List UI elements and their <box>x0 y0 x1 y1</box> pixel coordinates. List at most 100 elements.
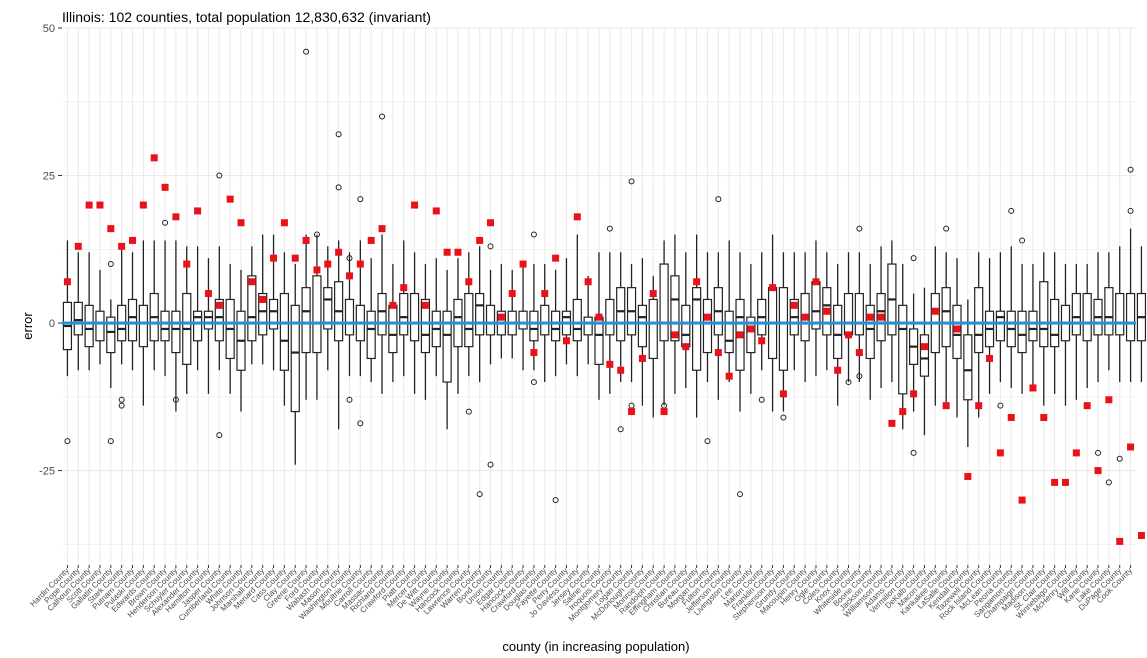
chart-title: Illinois: 102 counties, total population… <box>62 9 431 25</box>
iqr-box <box>518 310 528 330</box>
iqr-box <box>399 292 409 336</box>
observed-error-point <box>476 236 484 244</box>
observed-error-point <box>215 301 223 309</box>
observed-error-point <box>552 254 560 262</box>
observed-error-point <box>302 236 310 244</box>
observed-error-point <box>649 290 657 298</box>
iqr-box <box>214 298 224 342</box>
observed-error-point <box>595 313 603 321</box>
observed-error-point <box>345 272 353 280</box>
county-boxplot <box>1006 246 1016 388</box>
iqr-box <box>409 292 420 342</box>
county-boxplot <box>84 252 94 371</box>
outlier-point <box>476 491 483 498</box>
county-boxplot <box>963 299 973 447</box>
outlier-point <box>1105 479 1112 486</box>
observed-error-point <box>1094 467 1102 475</box>
iqr-box <box>583 316 593 336</box>
observed-error-point <box>628 408 636 416</box>
county-boxplot <box>377 234 387 394</box>
observed-error-point <box>1029 384 1037 392</box>
iqr-box <box>301 287 311 354</box>
iqr-box <box>1039 281 1049 348</box>
iqr-box <box>941 287 951 348</box>
outlier-point <box>910 255 917 262</box>
outlier-point <box>346 396 353 403</box>
county-boxplot <box>572 234 582 377</box>
observed-error-point <box>964 472 972 480</box>
iqr-box <box>865 304 875 360</box>
observed-error-point <box>487 219 495 227</box>
outlier-point <box>715 196 722 203</box>
iqr-box <box>344 298 355 336</box>
outlier-point <box>910 449 917 456</box>
observed-error-point <box>324 260 332 268</box>
observed-error-point <box>443 248 451 256</box>
observed-error-point <box>747 325 755 333</box>
observed-error-point <box>400 284 408 292</box>
observed-error-point <box>1061 478 1069 486</box>
county-boxplot <box>616 252 626 383</box>
y-axis-label: error <box>20 312 35 340</box>
observed-error-point <box>714 349 722 357</box>
iqr-box <box>290 304 300 413</box>
observed-error-point <box>584 278 592 286</box>
county-boxplot <box>995 252 1006 383</box>
outlier-point <box>172 396 179 403</box>
county-boxplot <box>713 252 723 400</box>
county-boxplot <box>1028 264 1038 388</box>
outlier-point <box>357 420 364 427</box>
iqr-box <box>1082 292 1092 342</box>
iqr-box <box>1115 292 1125 336</box>
county-boxplot <box>366 258 376 383</box>
observed-error-point <box>562 337 570 345</box>
outlier-point <box>997 402 1004 409</box>
observed-error-point <box>367 236 375 244</box>
outlier-point <box>1019 237 1026 244</box>
iqr-box <box>1125 292 1136 342</box>
observed-error-point <box>129 236 137 244</box>
county-boxplot <box>464 252 474 377</box>
county-boxplot <box>529 264 539 371</box>
county-boxplot <box>268 234 279 371</box>
county-boxplot <box>192 246 203 371</box>
observed-error-point <box>63 278 71 286</box>
iqr-box <box>73 301 83 336</box>
observed-error-point <box>1105 396 1113 404</box>
iqr-box <box>1017 310 1027 354</box>
observed-error-point <box>790 301 798 309</box>
iqr-box <box>746 316 756 354</box>
iqr-box <box>475 292 485 336</box>
observed-error-point <box>497 313 505 321</box>
outlier-point <box>107 438 114 445</box>
observed-error-point <box>866 313 874 321</box>
outlier-point <box>737 491 744 498</box>
county-boxplot <box>247 246 257 365</box>
county-boxplot <box>984 258 995 394</box>
outlier-point <box>335 184 342 191</box>
outlier-point <box>628 178 635 185</box>
county-boxplot <box>865 264 875 400</box>
iqr-box <box>95 310 105 342</box>
county-boxplot <box>334 240 344 430</box>
observed-error-point <box>356 260 364 268</box>
observed-error-point <box>1018 496 1026 504</box>
observed-error-point <box>660 408 668 416</box>
observed-error-point <box>975 402 983 410</box>
observed-error-point <box>280 219 288 227</box>
observed-error-point <box>823 307 831 315</box>
iqr-box <box>192 310 203 342</box>
observed-error-point <box>183 260 191 268</box>
county-boxplot <box>258 234 268 365</box>
observed-error-point <box>606 360 614 368</box>
observed-error-point <box>291 254 299 262</box>
iqr-box <box>778 287 789 371</box>
outlier-point <box>487 243 494 250</box>
observed-error-point <box>845 331 853 339</box>
observed-error-point <box>834 366 842 374</box>
iqr-box <box>843 292 854 336</box>
observed-error-point <box>139 201 147 209</box>
observed-error-point <box>107 225 115 233</box>
county-boxplot <box>898 264 908 430</box>
